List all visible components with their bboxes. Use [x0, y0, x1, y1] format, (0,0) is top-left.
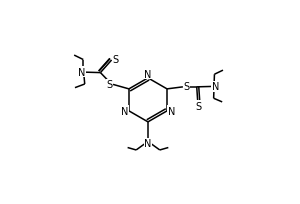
- Text: S: S: [106, 80, 112, 90]
- Text: N: N: [168, 106, 175, 116]
- Text: N: N: [144, 70, 152, 79]
- Text: N: N: [121, 106, 128, 116]
- Text: S: S: [112, 55, 118, 65]
- Text: N: N: [78, 68, 86, 77]
- Text: N: N: [144, 139, 152, 149]
- Text: S: S: [196, 101, 202, 111]
- Text: N: N: [212, 82, 219, 92]
- Text: S: S: [184, 82, 190, 92]
